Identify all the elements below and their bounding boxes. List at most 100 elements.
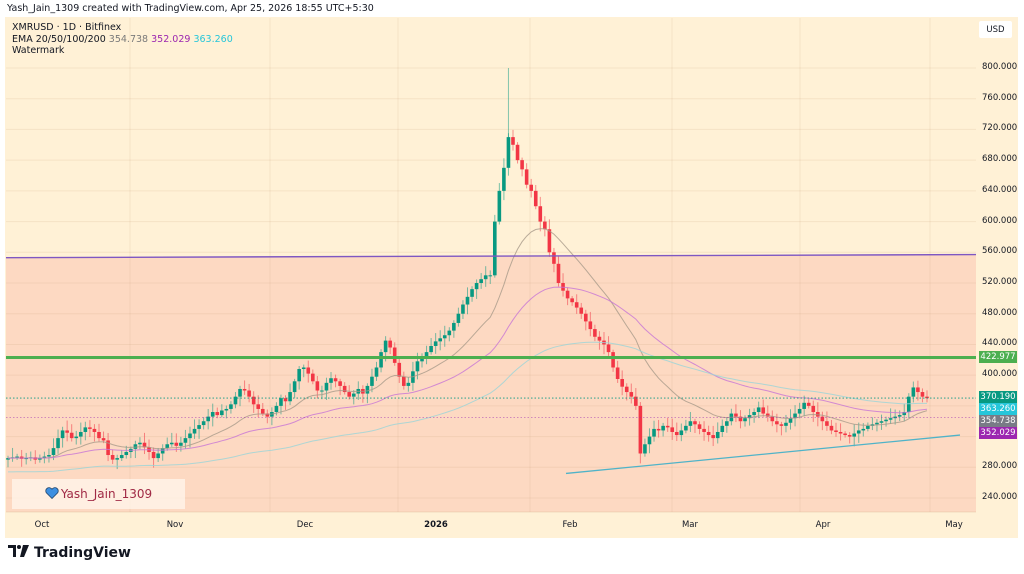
candle-body [743,418,747,422]
candle-body [734,413,738,417]
candle-body [442,335,447,339]
candle-body [69,432,74,439]
candle-body [747,415,752,419]
ema-indicator-legend[interactable]: EMA 20/50/100/200 354.738 352.029 363.26… [12,34,233,46]
candle-body [292,381,297,393]
candle-body [588,321,593,330]
watermark-indicator-legend[interactable]: Watermark [12,45,65,56]
candle-body [402,376,406,386]
candle-body [329,378,333,383]
candle-body [215,412,220,416]
candle-body [115,458,119,460]
price-label: 352.029 [979,427,1017,439]
price-tick: 440.000 [982,338,1018,349]
price-label: 370.190 [979,391,1017,403]
candle-body [784,422,788,426]
ema-20-line [7,228,928,459]
candle-body [279,398,283,406]
candle-body [229,404,233,409]
candle-body [547,229,552,253]
candle-body [629,392,634,397]
blue-heart-icon [45,486,59,502]
candle-body [552,252,556,264]
candle-body [406,382,411,386]
candle-body [470,289,474,297]
candle-body [556,263,561,284]
candle-body [529,184,533,191]
candle-body [333,378,338,382]
price-tick: 400.000 [982,369,1018,380]
price-tick: 720.000 [982,123,1018,134]
candle-body [233,396,238,405]
candle-body [224,408,229,411]
candle-body [461,304,465,314]
candle-body [506,137,511,168]
candle-body [142,442,147,448]
currency-button[interactable]: USD [979,21,1012,38]
candle-body [543,221,547,230]
candle-body [124,451,129,456]
candle-body [665,425,670,428]
ema-value-1: 354.738 [108,33,149,45]
candle-body [647,436,652,445]
tradingview-logo[interactable]: TradingView [8,545,131,561]
candle-body [74,436,79,439]
candle-body [661,425,665,431]
candle-body [88,427,92,429]
price-tick: 760.000 [982,92,1018,103]
candle-body [283,398,288,402]
candle-body [611,352,615,368]
candle-body [324,382,329,391]
candle-body [297,369,301,382]
candle-body [643,444,647,454]
candle-body [288,392,292,402]
price-tick: 240.000 [982,492,1018,503]
time-tick: Mar [681,520,699,530]
price-label: 422.977 [979,351,1017,363]
range-zone [6,254,976,512]
symbol-info[interactable]: XMRUSD · 1D · Bitfinex [12,22,122,33]
candle-body [392,347,397,363]
price-tick: 480.000 [982,307,1018,318]
price-tick: 280.000 [982,461,1018,472]
candle-body [320,390,324,392]
candle-body [238,388,242,397]
candle-body [843,433,847,436]
watermark-box: Yash_Jain_1309 [12,479,185,509]
candle-body [725,421,729,426]
candle-body [925,396,929,399]
candle-body [156,453,160,459]
candle-body [47,455,51,457]
candle-body [483,275,488,280]
candle-body [179,442,183,446]
candle-body [761,407,766,414]
candle-body [456,313,461,323]
candle-body [770,416,775,422]
candle-body [83,427,88,432]
candle-body [570,298,574,303]
candle-body [347,392,352,397]
candle-body [533,190,538,207]
price-tick: 800.000 [982,62,1018,72]
price-tick: 560.000 [982,246,1018,257]
candle-body [315,381,320,391]
time-tick: May [945,520,963,530]
candle-body [301,367,306,370]
candle-body [251,396,256,405]
candle-body [897,415,902,417]
candle-body [524,169,529,185]
candle-body [379,352,383,368]
candle-body [520,160,524,170]
candle-body [834,430,838,432]
candle-body [160,448,165,454]
candle-body [852,433,857,437]
candle-body [806,402,811,406]
candle-body [6,458,10,460]
candle-body [192,428,197,434]
candle-body [242,388,247,391]
candle-body [579,307,584,314]
candle-body [101,438,106,441]
candle-body [634,396,638,406]
watermark-text: Yash_Jain_1309 [60,487,153,501]
